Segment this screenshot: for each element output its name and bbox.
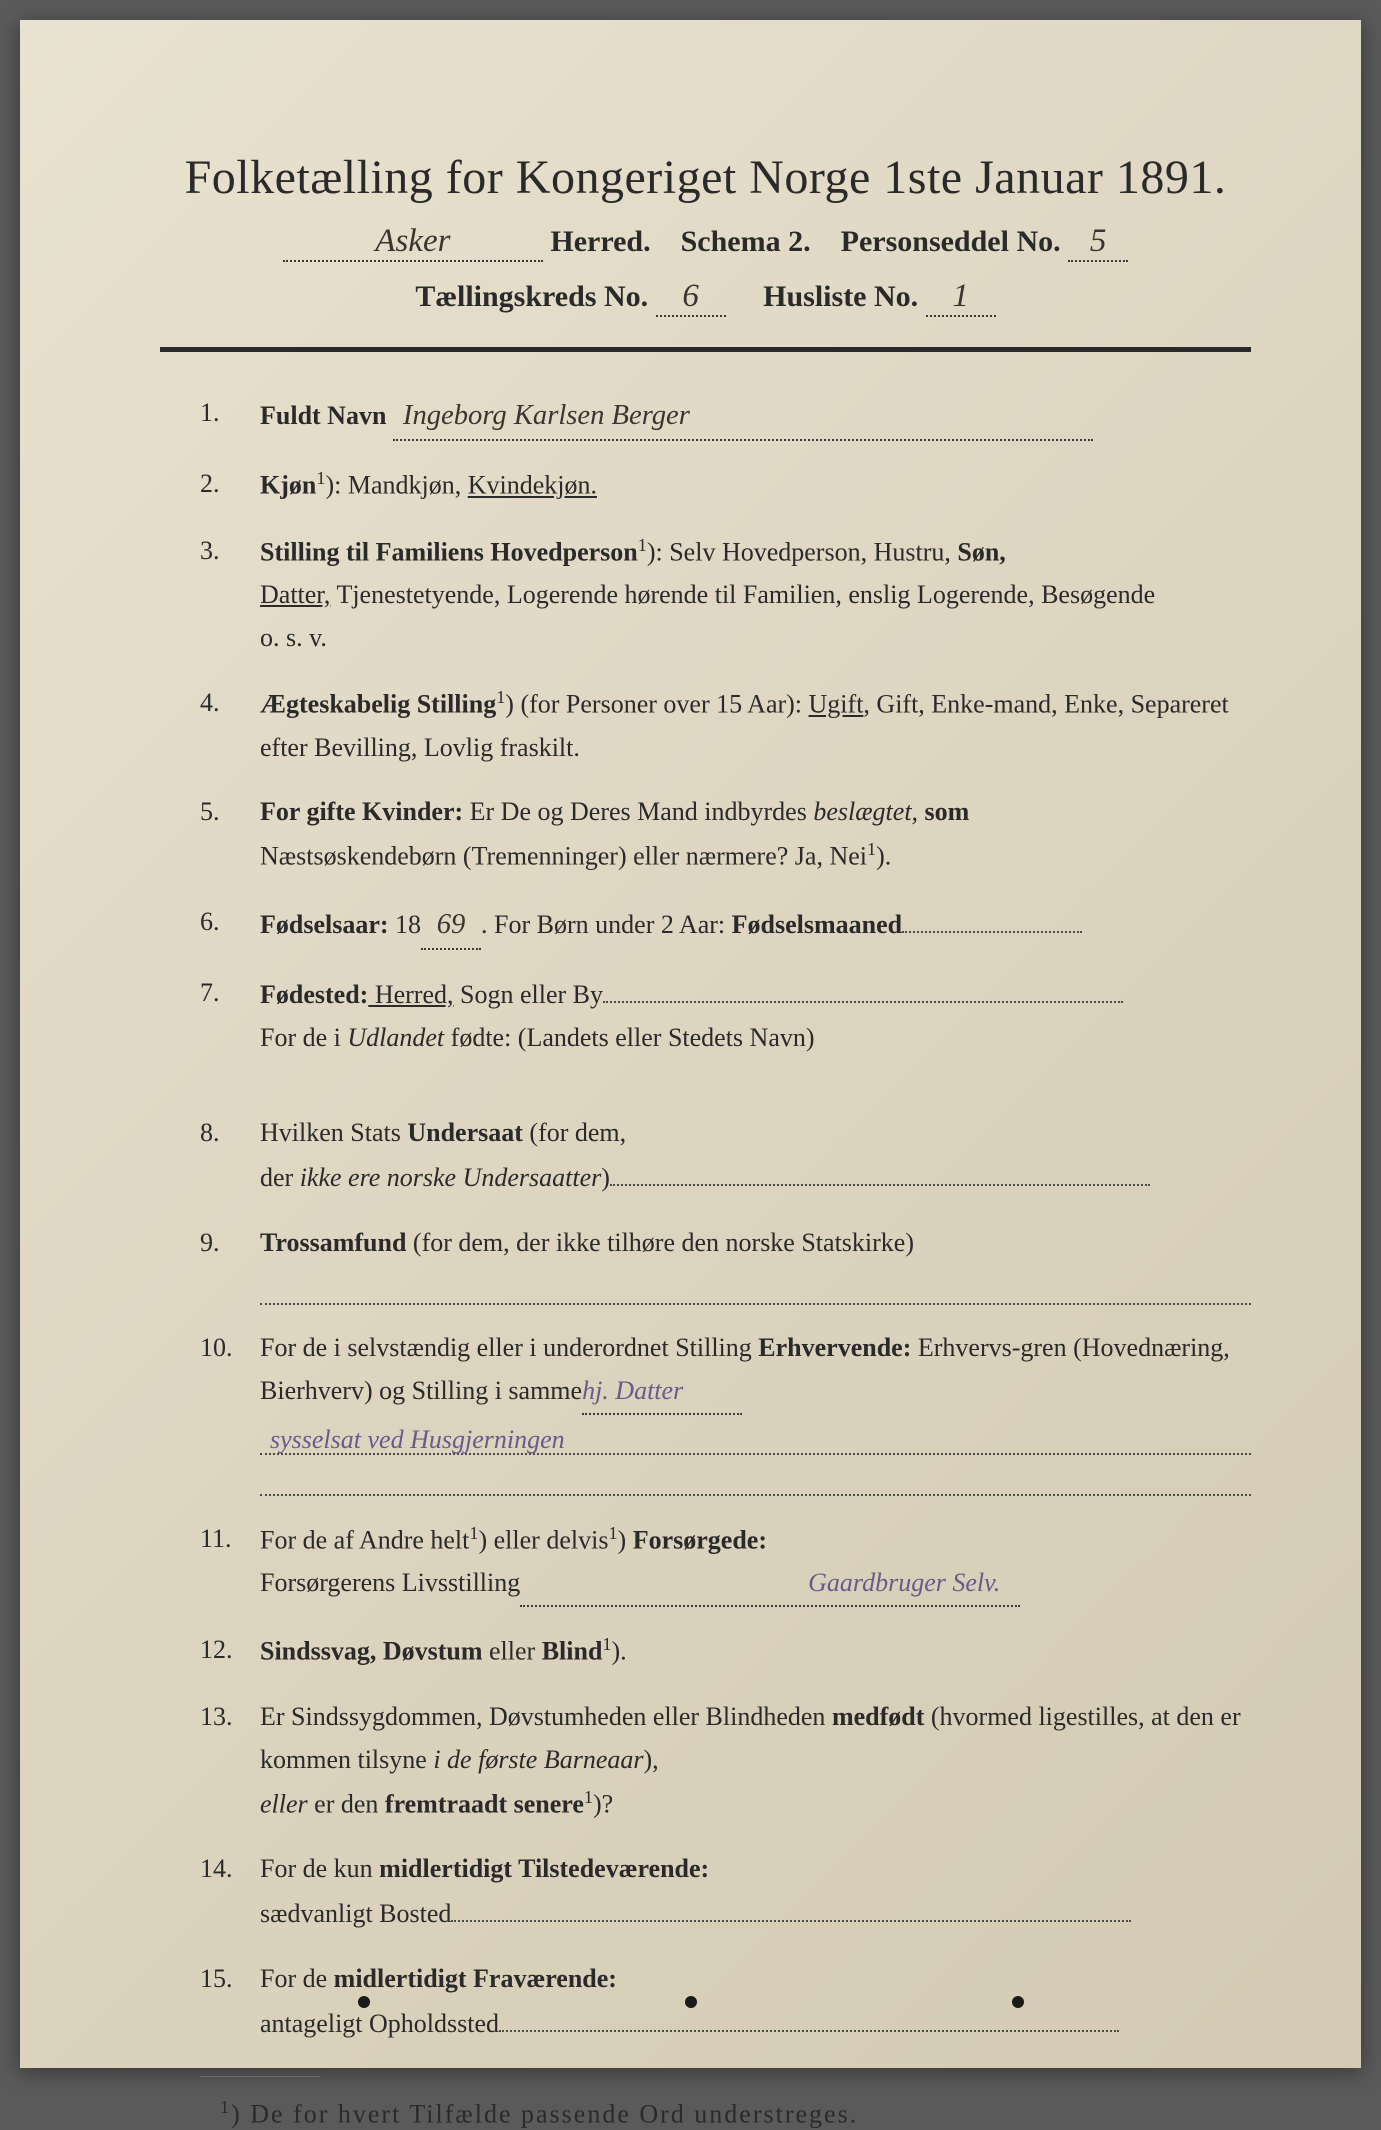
label: Kjøn [260, 471, 316, 500]
footnote: 1) De for hvert Tilfælde passende Ord un… [220, 2097, 1251, 2130]
label: Fødselsaar: [260, 910, 389, 939]
label: For gifte Kvinder: [260, 797, 463, 826]
selected-gender: Kvindekjøn. [468, 471, 597, 500]
residence-field [451, 1891, 1131, 1922]
hole-icon [685, 1996, 697, 2008]
month-field [902, 902, 1082, 933]
item-7: 7. Fødested: Herred, Sogn eller By For d… [200, 972, 1251, 1060]
item-3: 3. Stilling til Familiens Hovedperson1):… [200, 530, 1251, 660]
footnote-divider [200, 2076, 320, 2077]
herred-label: Herred. [550, 225, 650, 258]
item-number: 5. [200, 791, 260, 878]
item-number: 7. [200, 972, 260, 1060]
selected-relation: Datter, [260, 580, 330, 609]
occupation-field-1: hj. Datter [582, 1370, 742, 1415]
header-line-3: Tællingskreds No. 6 Husliste No. 1 [160, 278, 1251, 317]
item-number: 2. [200, 463, 260, 508]
item-14: 14. For de kun midlertidigt Tilstedevære… [200, 1848, 1251, 1936]
kreds-field: 6 [656, 278, 726, 317]
form-title: Folketælling for Kongeriget Norge 1ste J… [160, 150, 1251, 205]
item-number: 3. [200, 530, 260, 660]
item-8: 8. Hvilken Stats Undersaat (for dem, der… [200, 1112, 1251, 1200]
selected-marital: Ugift [809, 690, 864, 719]
divider-thick [160, 347, 1251, 352]
form-header: Folketælling for Kongeriget Norge 1ste J… [160, 150, 1251, 317]
item-12: 12. Sindssvag, Døvstum eller Blind1). [200, 1629, 1251, 1674]
item-11: 11. For de af Andre helt1) eller delvis1… [200, 1518, 1251, 1607]
herred-field: Asker [283, 223, 543, 262]
census-form-page: Folketælling for Kongeriget Norge 1ste J… [20, 20, 1361, 2068]
label: Ægteskabelig Stilling [260, 690, 496, 719]
label: Stilling til Familiens Hovedperson [260, 537, 638, 566]
item-2: 2. Kjøn1): Mandkjøn, Kvindekjøn. [200, 463, 1251, 508]
item-number: 4. [200, 682, 260, 769]
item-number: 9. [200, 1222, 260, 1305]
punch-holes [20, 1996, 1361, 2008]
occupation-field-3 [260, 1459, 1251, 1495]
item-number: 10. [200, 1327, 260, 1496]
item-4: 4. Ægteskabelig Stilling1) (for Personer… [200, 682, 1251, 769]
year-field: 69 [421, 901, 481, 950]
item-number: 8. [200, 1112, 260, 1200]
item-1: 1. Fuldt Navn Ingeborg Karlsen Berger [200, 392, 1251, 441]
husliste-label: Husliste No. [763, 280, 918, 313]
husliste-field: 1 [926, 278, 996, 317]
personseddel-label: Personseddel No. [841, 225, 1061, 258]
religion-field [260, 1269, 1251, 1305]
schema-label: Schema 2. [681, 225, 811, 258]
item-number: 1. [200, 392, 260, 441]
form-items: 1. Fuldt Navn Ingeborg Karlsen Berger 2.… [160, 392, 1251, 2046]
item-number: 11. [200, 1518, 260, 1607]
item-number: 6. [200, 901, 260, 950]
item-5: 5. For gifte Kvinder: Er De og Deres Man… [200, 791, 1251, 878]
item-number: 14. [200, 1848, 260, 1936]
item-number: 12. [200, 1629, 260, 1674]
selected-birthplace: Herred, [368, 980, 453, 1009]
header-line-2: Asker Herred. Schema 2. Personseddel No.… [160, 223, 1251, 262]
kreds-label: Tællingskreds No. [415, 280, 648, 313]
label: Fødested: [260, 980, 368, 1009]
provider-field: Gaardbruger Selv. [520, 1562, 1020, 1607]
item-10: 10. For de i selvstændig eller i underor… [200, 1327, 1251, 1496]
item-13: 13. Er Sindssygdommen, Døvstumheden elle… [200, 1696, 1251, 1826]
citizenship-field [610, 1155, 1150, 1186]
item-9: 9. Trossamfund (for dem, der ikke tilhør… [200, 1222, 1251, 1305]
hole-icon [358, 1996, 370, 2008]
personseddel-field: 5 [1068, 223, 1128, 262]
name-field: Ingeborg Karlsen Berger [393, 392, 1093, 441]
item-6: 6. Fødselsaar: 1869. For Børn under 2 Aa… [200, 901, 1251, 950]
birthplace-field [603, 972, 1123, 1003]
label: Fuldt Navn [260, 401, 386, 430]
occupation-field-2: sysselsat ved Husgjerningen [260, 1419, 1251, 1455]
item-number: 13. [200, 1696, 260, 1826]
hole-icon [1012, 1996, 1024, 2008]
